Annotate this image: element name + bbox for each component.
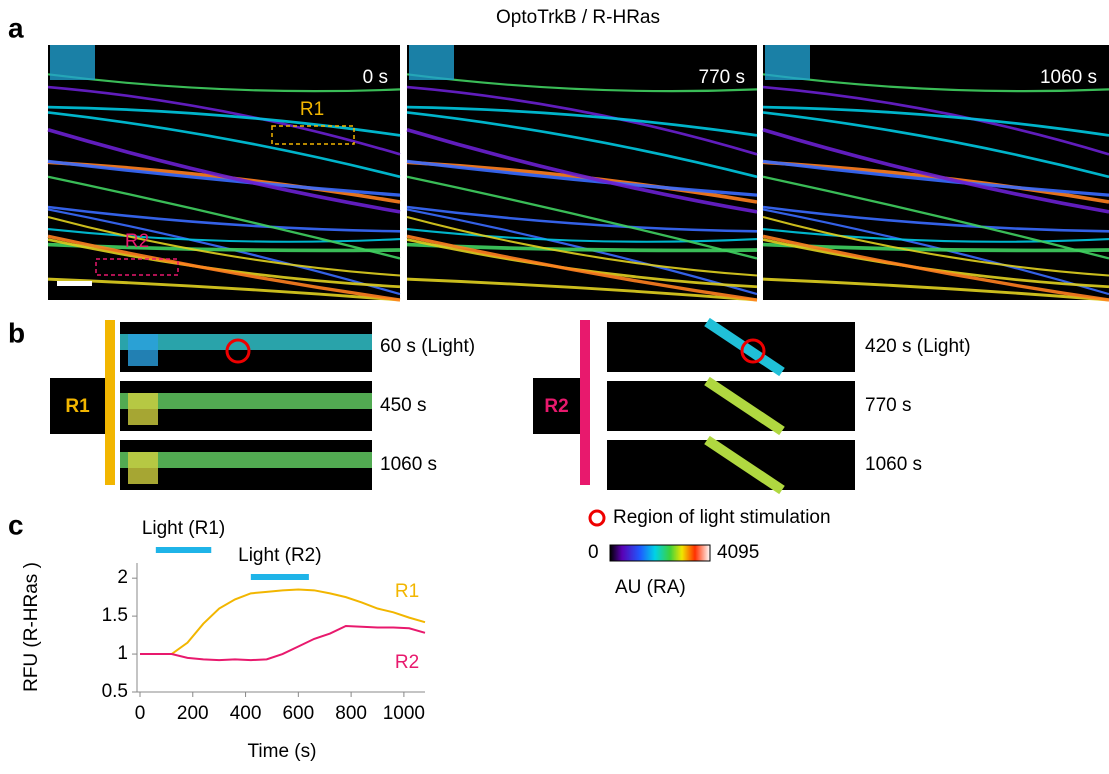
roi-label: R2 bbox=[125, 231, 149, 252]
kymograph bbox=[607, 381, 855, 431]
x-tick-label: 600 bbox=[282, 703, 314, 724]
group-label: R1 bbox=[65, 396, 90, 417]
series-label: R1 bbox=[395, 581, 419, 602]
frame-time: 450 s bbox=[380, 395, 426, 416]
x-tick-label: 200 bbox=[177, 703, 209, 724]
colorbar-label: AU (RA) bbox=[615, 577, 686, 598]
cell-body bbox=[765, 45, 810, 80]
y-axis-title: RFU (R-HRas ) bbox=[21, 562, 42, 692]
cell-body bbox=[50, 45, 95, 80]
group-label: R2 bbox=[544, 396, 568, 417]
frame-time: 1060 s bbox=[380, 454, 437, 475]
micrograph bbox=[48, 45, 400, 300]
frame-time: 770 s bbox=[699, 67, 745, 88]
roi-label: R1 bbox=[300, 99, 324, 120]
kymograph bbox=[607, 440, 855, 490]
frame-time: 0 s bbox=[363, 67, 388, 88]
x-tick-label: 800 bbox=[335, 703, 367, 724]
colorbar-max: 4095 bbox=[717, 542, 759, 563]
colorbar bbox=[610, 545, 710, 561]
kymograph bbox=[607, 322, 855, 372]
frame-time: 770 s bbox=[865, 395, 911, 416]
legend-text: Region of light stimulation bbox=[613, 507, 831, 528]
legend-circle bbox=[590, 511, 604, 525]
panel-label: c bbox=[8, 509, 24, 540]
y-tick-label: 0.5 bbox=[102, 681, 128, 702]
figure: a OptoTrkB / R-HRas b c 0 s 770 s 1060 s R1… bbox=[0, 0, 1109, 774]
colorbar-min: 0 bbox=[588, 542, 599, 563]
series-line bbox=[140, 626, 425, 660]
panel-label: b bbox=[8, 317, 25, 348]
group-bar bbox=[105, 320, 115, 485]
frame-time: 1060 s bbox=[865, 454, 922, 475]
light-label: Light (R1) bbox=[142, 518, 225, 539]
kymo-signal bbox=[128, 452, 158, 484]
y-tick-label: 1 bbox=[117, 643, 128, 664]
kymo-signal bbox=[128, 393, 158, 425]
frame-time: 60 s (Light) bbox=[380, 336, 475, 357]
panel-label: a bbox=[8, 12, 24, 43]
x-tick-label: 0 bbox=[135, 703, 146, 724]
x-tick-label: 1000 bbox=[383, 703, 425, 724]
series-line bbox=[140, 590, 425, 655]
light-label: Light (R2) bbox=[238, 545, 321, 566]
cell-body bbox=[409, 45, 454, 80]
y-tick-label: 1.5 bbox=[102, 605, 128, 626]
frame-time: 1060 s bbox=[1040, 67, 1097, 88]
series-label: R2 bbox=[395, 652, 419, 673]
x-tick-label: 400 bbox=[230, 703, 262, 724]
frame-time: 420 s (Light) bbox=[865, 336, 971, 357]
group-bar bbox=[580, 320, 590, 485]
x-axis-title: Time (s) bbox=[248, 741, 317, 762]
kymo-signal bbox=[128, 334, 158, 366]
scale-bar bbox=[57, 281, 92, 286]
panel-title: OptoTrkB / R-HRas bbox=[496, 7, 660, 28]
y-tick-label: 2 bbox=[117, 567, 128, 588]
